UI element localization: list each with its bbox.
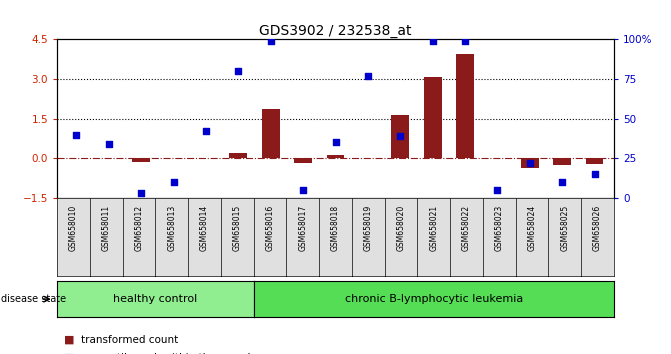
Bar: [132, 159, 150, 162]
Point: [71, 132, 82, 137]
Text: GSM658014: GSM658014: [200, 205, 209, 251]
Point: [168, 179, 179, 185]
Point: [233, 68, 244, 74]
Text: GSM658018: GSM658018: [331, 205, 340, 251]
Bar: [554, 159, 571, 165]
Text: GSM658024: GSM658024: [527, 205, 537, 251]
Point: [525, 160, 535, 166]
Bar: [229, 153, 248, 159]
Text: GSM658017: GSM658017: [298, 205, 307, 251]
Text: ■: ■: [64, 335, 74, 345]
Text: GSM658010: GSM658010: [69, 205, 78, 251]
Text: GSM658011: GSM658011: [102, 205, 111, 251]
Point: [427, 38, 438, 44]
Text: chronic B-lymphocytic leukemia: chronic B-lymphocytic leukemia: [345, 294, 523, 304]
Point: [395, 133, 406, 139]
Text: disease state: disease state: [1, 294, 66, 304]
Text: ■: ■: [64, 353, 74, 354]
Text: GSM658019: GSM658019: [364, 205, 373, 251]
Text: GSM658023: GSM658023: [495, 205, 504, 251]
Point: [103, 141, 114, 147]
Point: [201, 129, 211, 134]
Text: GSM658015: GSM658015: [233, 205, 242, 251]
Text: GSM658012: GSM658012: [134, 205, 144, 251]
Text: GSM658016: GSM658016: [266, 205, 274, 251]
Text: GSM658021: GSM658021: [429, 205, 438, 251]
Bar: [391, 115, 409, 159]
Point: [460, 38, 470, 44]
Text: GSM658013: GSM658013: [167, 205, 176, 251]
Point: [265, 38, 276, 44]
Point: [589, 172, 600, 177]
Bar: [423, 78, 442, 159]
Text: GSM658025: GSM658025: [560, 205, 569, 251]
Bar: [262, 109, 280, 159]
Text: GSM658022: GSM658022: [462, 205, 471, 251]
Bar: [456, 53, 474, 159]
Bar: [327, 155, 344, 159]
Text: GSM658026: GSM658026: [593, 205, 602, 251]
Point: [298, 188, 309, 193]
Point: [492, 188, 503, 193]
Text: transformed count: transformed count: [81, 335, 178, 345]
Bar: [294, 159, 312, 163]
Point: [362, 73, 373, 79]
Point: [330, 140, 341, 145]
Text: GSM658020: GSM658020: [397, 205, 405, 251]
Title: GDS3902 / 232538_at: GDS3902 / 232538_at: [259, 24, 412, 38]
Point: [136, 190, 146, 196]
Text: healthy control: healthy control: [113, 294, 197, 304]
Text: percentile rank within the sample: percentile rank within the sample: [81, 353, 256, 354]
Point: [557, 179, 568, 185]
Bar: [586, 159, 603, 164]
Bar: [521, 159, 539, 168]
